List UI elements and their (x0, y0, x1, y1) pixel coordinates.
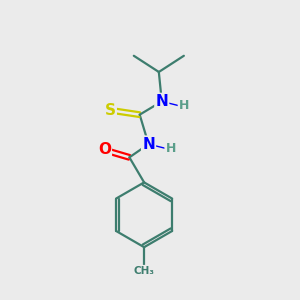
Text: S: S (105, 103, 116, 118)
Text: CH₃: CH₃ (134, 266, 154, 276)
Text: N: N (142, 136, 155, 152)
Text: O: O (98, 142, 111, 158)
Text: H: H (179, 99, 189, 112)
Text: H: H (165, 142, 176, 155)
Text: N: N (155, 94, 168, 109)
